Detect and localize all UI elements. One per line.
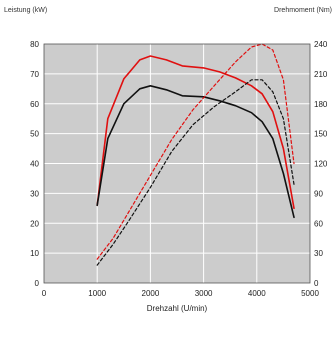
y-right-tick-label: 240 (314, 40, 328, 49)
x-tick-label: 5000 (301, 289, 319, 298)
y-right-tick-label: 0 (314, 279, 319, 288)
grid-lines (44, 44, 310, 283)
y-left-tick-label: 40 (30, 160, 39, 169)
series-line-3 (96, 43, 295, 260)
y-right-tick-label: 120 (314, 160, 328, 169)
x-tick-labels: 0 1000 2000 3000 4000 5000 (42, 289, 320, 298)
y-right-tick-label: 30 (314, 249, 323, 258)
series-line-4 (96, 79, 295, 266)
x-tick-label: 4000 (248, 289, 266, 298)
y-left-tick-label: 80 (30, 40, 39, 49)
y-left-tick-label: 50 (30, 130, 39, 139)
y-right-tick-label: 90 (314, 189, 323, 198)
header-right: Drehmoment (Nm) (274, 7, 332, 14)
plot-frame (43, 43, 311, 284)
x-tick-label: 3000 (195, 289, 213, 298)
y-right-tick-label: 60 (314, 219, 323, 228)
series-line-1 (96, 55, 295, 210)
y-left-tick-label: 70 (30, 70, 39, 79)
y-left-tick-labels: 0 10 20 30 40 50 60 70 80 (30, 40, 39, 288)
y-right-tick-labels: 0 30 60 90 120 150 180 210 240 (314, 40, 328, 288)
y-left-tick-label: 0 (35, 279, 40, 288)
y-left-tick-label: 20 (30, 219, 39, 228)
series-line-2 (96, 85, 295, 219)
x-tick-label: 0 (42, 289, 47, 298)
series-layer (96, 43, 295, 266)
y-left-tick-label: 10 (30, 249, 39, 258)
x-tick-label: 1000 (88, 289, 106, 298)
x-axis-title: Drehzahl (U/min) (147, 304, 208, 313)
y-right-tick-label: 210 (314, 70, 328, 79)
y-left-tick-label: 60 (30, 100, 39, 109)
x-tick-label: 2000 (142, 289, 160, 298)
y-right-tick-label: 150 (314, 130, 328, 139)
header-left: Leistung (kW) (4, 7, 47, 14)
y-left-tick-label: 30 (30, 189, 39, 198)
y-right-tick-label: 180 (314, 100, 328, 109)
